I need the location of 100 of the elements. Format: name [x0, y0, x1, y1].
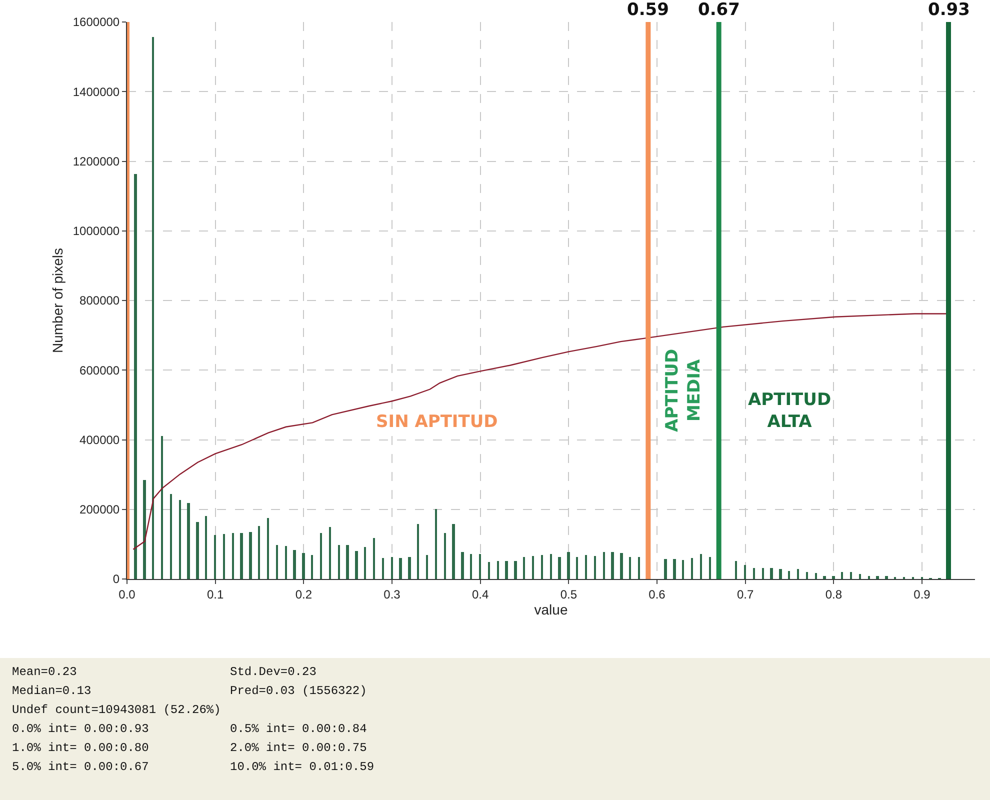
bar	[134, 174, 137, 579]
bar	[797, 569, 799, 579]
text: 1.0% int= 0.00:0.80	[12, 741, 149, 755]
bar	[223, 534, 225, 579]
bar	[885, 576, 888, 579]
bar	[170, 494, 172, 579]
bar	[373, 538, 375, 579]
ref-line-label: 0.67	[698, 0, 740, 20]
bar	[868, 576, 870, 579]
x-tick-label: 0.9	[914, 587, 931, 602]
bar	[523, 557, 525, 579]
bar	[417, 524, 419, 579]
bar	[205, 516, 207, 579]
bar	[673, 559, 676, 579]
text: 2.0% int= 0.00:0.75	[230, 741, 367, 755]
bar	[179, 500, 181, 579]
text: 5.0% int= 0.00:0.67	[12, 760, 149, 774]
bar	[444, 533, 446, 579]
text: 10.0% int= 0.01:0.59	[230, 760, 374, 774]
bar	[691, 558, 693, 579]
bar	[285, 546, 287, 579]
bar	[196, 522, 199, 579]
text: Undef count=10943081 (52.26%)	[12, 703, 221, 717]
bar	[611, 552, 614, 579]
bar	[214, 535, 216, 579]
bar	[470, 554, 472, 579]
bar	[514, 561, 517, 579]
text: Std.Dev=0.23	[230, 665, 316, 679]
x-tick-label: 0.5	[560, 587, 578, 602]
bar	[735, 561, 737, 579]
bar	[293, 550, 296, 579]
bar	[232, 533, 234, 579]
bar	[700, 554, 702, 579]
x-tick-label: 0.2	[295, 587, 312, 602]
text: 0.5% int= 0.00:0.84	[230, 722, 367, 736]
y-tick-label: 200000	[80, 502, 120, 517]
bar	[187, 503, 190, 579]
bar	[461, 552, 464, 579]
y-tick-label: 1400000	[72, 84, 120, 99]
annotation: SIN APTITUD	[376, 412, 498, 432]
bar	[576, 557, 578, 579]
y-tick-label: 400000	[80, 432, 120, 447]
bar	[452, 524, 455, 579]
bar	[497, 561, 499, 579]
bar	[399, 558, 402, 579]
bar	[815, 573, 817, 579]
bar	[311, 555, 313, 579]
bar	[682, 560, 684, 579]
y-tick-label: 1200000	[72, 154, 120, 168]
x-tick-label: 0.0	[118, 587, 136, 602]
bar	[744, 565, 746, 579]
bar	[753, 568, 755, 579]
bar	[249, 532, 252, 579]
bar	[355, 551, 358, 579]
annotation: APTITUD ALTA	[748, 390, 832, 432]
bar	[823, 576, 826, 579]
text: Median=0.13	[12, 684, 92, 698]
bar	[779, 569, 782, 579]
bar	[161, 436, 163, 579]
bar	[850, 572, 852, 579]
x-tick-label: 0.3	[384, 587, 401, 602]
line-series	[132, 313, 948, 550]
bar	[594, 556, 596, 579]
bar	[240, 533, 243, 579]
bar	[426, 555, 428, 579]
bar	[806, 572, 808, 579]
bar	[329, 527, 331, 579]
annotation: APTITUD MEDIA	[662, 348, 705, 432]
bar	[832, 576, 835, 579]
bar	[788, 571, 790, 579]
y-tick-label: 600000	[80, 363, 120, 378]
y-tick-label: 1600000	[72, 15, 120, 30]
bar	[267, 518, 269, 579]
bar	[143, 480, 146, 579]
bar	[382, 558, 384, 579]
ref-line-label: 0.59	[627, 0, 669, 20]
ref-line-label: 0.93	[928, 0, 970, 20]
x-tick-label: 0.6	[648, 587, 666, 602]
x-tick-label: 0.8	[825, 587, 842, 602]
bar	[585, 555, 587, 579]
bar	[762, 568, 764, 579]
bar	[629, 557, 631, 579]
bar	[567, 552, 570, 579]
bar	[541, 555, 543, 579]
x-tick-label: 0.1	[206, 587, 224, 602]
y-tick-label: 800000	[80, 294, 120, 308]
bar	[479, 554, 481, 579]
text: Pred=0.03 (1556322)	[230, 684, 367, 698]
x-tick-label: 0.7	[736, 587, 754, 602]
bar	[338, 545, 340, 579]
bar	[859, 574, 861, 579]
bar	[770, 568, 773, 579]
bar	[709, 557, 711, 579]
bar	[391, 557, 393, 579]
bar	[664, 559, 667, 579]
bar	[302, 553, 305, 579]
x-axis-title: value	[534, 601, 568, 618]
x-tick-label: 0.4	[472, 587, 489, 602]
bar	[532, 556, 534, 579]
bar	[435, 509, 437, 579]
